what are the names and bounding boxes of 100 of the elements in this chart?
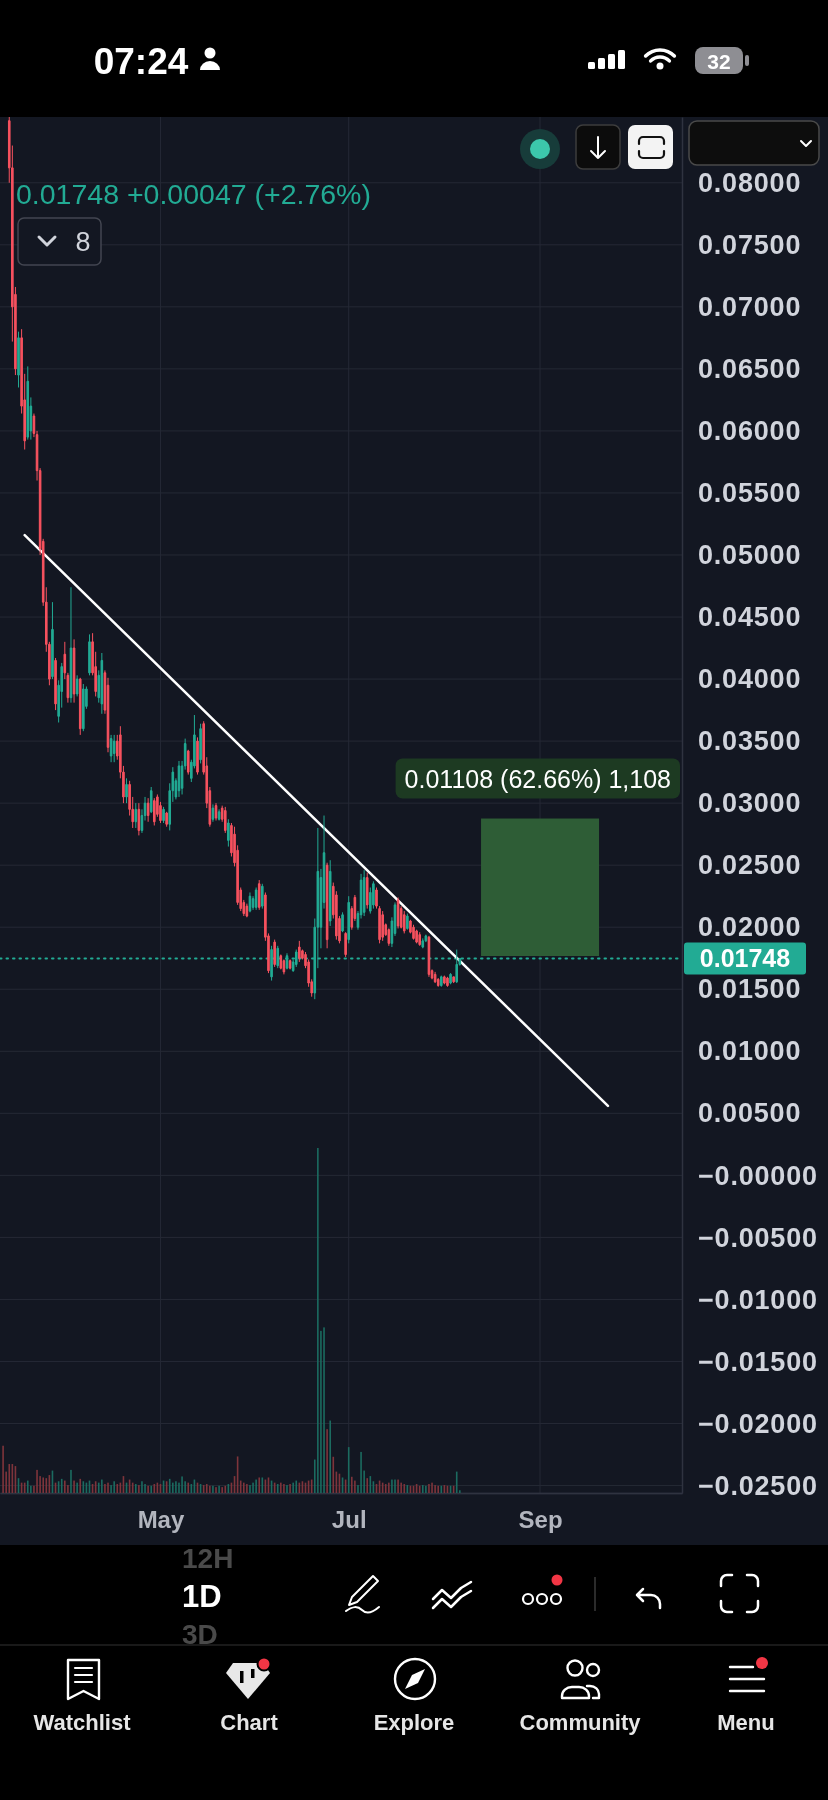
candlestick bbox=[325, 862, 329, 949]
y-tick-label: 0.06000 bbox=[698, 416, 802, 447]
candlestick bbox=[78, 677, 82, 736]
candlestick bbox=[452, 976, 455, 984]
candlestick bbox=[439, 975, 443, 988]
x-tick-label: Jul bbox=[331, 1506, 367, 1534]
candlestick bbox=[227, 818, 230, 848]
candlestick bbox=[362, 869, 366, 917]
text: 0.01748 +0.00047 (+2.76%) bbox=[16, 178, 371, 210]
candlestick bbox=[199, 723, 202, 764]
candlestick bbox=[449, 972, 452, 985]
y-tick-label: −0.02000 bbox=[698, 1408, 818, 1439]
candlestick bbox=[402, 910, 406, 934]
candlestick bbox=[245, 903, 249, 918]
candlestick bbox=[146, 797, 150, 823]
candlestick bbox=[54, 657, 57, 711]
x-tick-label: May bbox=[137, 1506, 185, 1534]
candlestick bbox=[396, 896, 400, 929]
y-tick-label: 0.01000 bbox=[698, 1036, 802, 1067]
candlestick bbox=[344, 931, 347, 958]
text: 3D bbox=[182, 1618, 218, 1650]
text: Community bbox=[519, 1709, 642, 1735]
candlestick bbox=[153, 797, 156, 826]
text: 12H bbox=[182, 1542, 234, 1574]
annotation: 8 bbox=[75, 227, 91, 257]
y-tick-label: 0.06500 bbox=[698, 354, 802, 385]
candlestick bbox=[406, 913, 409, 931]
candlestick bbox=[443, 975, 446, 985]
y-tick-label: 0.05000 bbox=[698, 540, 802, 571]
candlestick bbox=[421, 937, 425, 949]
candlestick bbox=[347, 895, 351, 944]
candlestick bbox=[137, 802, 141, 836]
candlestick bbox=[162, 806, 165, 824]
text: 32 bbox=[707, 49, 731, 73]
candlestick bbox=[412, 924, 415, 941]
candlestick bbox=[257, 879, 261, 911]
text: 07:24 bbox=[93, 40, 189, 82]
candlestick bbox=[112, 734, 116, 763]
candlestick bbox=[341, 911, 344, 933]
candlestick bbox=[149, 786, 153, 814]
candlestick bbox=[88, 633, 91, 676]
candlestick bbox=[72, 638, 76, 704]
y-tick-label: 0.00500 bbox=[698, 1098, 802, 1129]
y-tick-label: −0.01500 bbox=[698, 1346, 818, 1377]
candlestick bbox=[82, 683, 85, 732]
candlestick bbox=[298, 940, 301, 963]
candlestick bbox=[270, 945, 273, 982]
candlestick bbox=[328, 859, 332, 927]
candlestick bbox=[415, 929, 418, 944]
candlestick bbox=[17, 331, 20, 388]
candlestick bbox=[372, 880, 375, 910]
y-tick-label: −0.00000 bbox=[698, 1160, 818, 1191]
candlestick bbox=[196, 736, 199, 776]
candlestick bbox=[217, 808, 221, 822]
candlestick bbox=[288, 958, 292, 970]
candlestick bbox=[211, 803, 215, 823]
candlestick bbox=[387, 927, 391, 947]
candlestick bbox=[276, 945, 280, 969]
candlestick bbox=[381, 910, 384, 942]
y-tick-label: −0.02500 bbox=[698, 1470, 818, 1501]
candlestick bbox=[69, 586, 73, 704]
text: 1D bbox=[182, 1578, 222, 1614]
candlestick bbox=[125, 777, 128, 804]
candlestick bbox=[446, 976, 449, 988]
candlestick bbox=[186, 749, 190, 776]
candlestick bbox=[433, 971, 437, 984]
ref-line-label: 0.01748 bbox=[699, 944, 791, 973]
candlestick bbox=[109, 734, 113, 763]
y-tick-label: 0.04000 bbox=[698, 664, 802, 695]
candlestick bbox=[223, 806, 227, 834]
x-tick-label: Sep bbox=[518, 1506, 563, 1534]
y-tick-label: 0.04500 bbox=[698, 602, 802, 633]
y-tick-label: 0.02000 bbox=[698, 912, 802, 943]
text: Explore bbox=[373, 1709, 455, 1735]
candlestick bbox=[273, 939, 276, 968]
y-tick-label: 0.08000 bbox=[698, 167, 802, 198]
candlestick bbox=[365, 872, 369, 910]
candlestick bbox=[418, 931, 421, 947]
candlestick bbox=[26, 365, 30, 441]
text: Menu bbox=[717, 1709, 775, 1735]
y-tick-label: 0.05500 bbox=[698, 478, 802, 509]
data-label: 0.01108 (62.66%) 1,108 bbox=[404, 764, 671, 793]
text: Watchlist bbox=[33, 1709, 132, 1735]
candlestick bbox=[282, 958, 286, 975]
candlestick bbox=[51, 601, 54, 680]
y-tick-label: 0.03500 bbox=[698, 726, 802, 757]
candlestick bbox=[100, 652, 104, 715]
y-tick-label: −0.00500 bbox=[698, 1222, 818, 1253]
text: Chart bbox=[220, 1709, 279, 1735]
y-tick-label: −0.01000 bbox=[698, 1284, 818, 1315]
candlestick bbox=[279, 954, 283, 970]
candlestick bbox=[165, 811, 168, 828]
y-tick-label: 0.03000 bbox=[698, 788, 802, 819]
candlestick bbox=[134, 802, 138, 829]
y-tick-label: 0.01500 bbox=[698, 974, 802, 1005]
candlestick bbox=[75, 674, 79, 697]
y-tick-label: 0.07000 bbox=[698, 291, 802, 322]
candlestick bbox=[261, 883, 264, 910]
candlestick bbox=[254, 887, 258, 911]
y-tick-label: 0.07500 bbox=[698, 229, 802, 260]
